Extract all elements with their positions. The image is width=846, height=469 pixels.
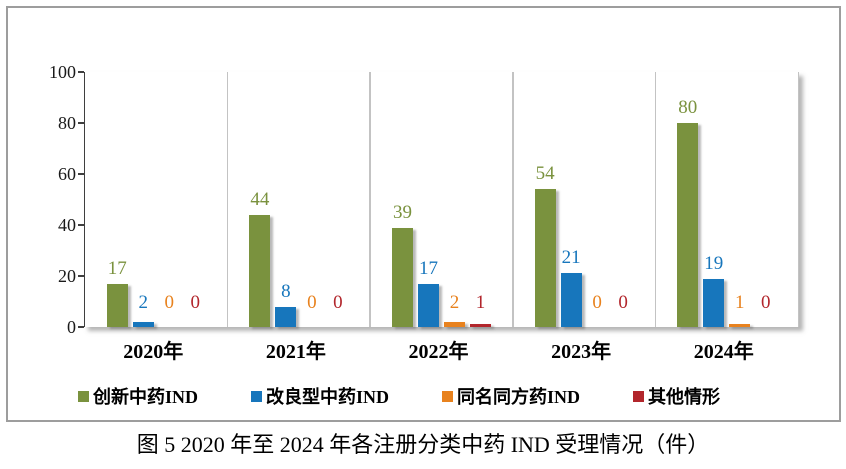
- x-axis-label: 2023年: [551, 341, 612, 363]
- x-axis-label: 2020年: [123, 341, 184, 363]
- bar-value-label: 17: [107, 257, 127, 279]
- y-axis-tick-label: 100: [49, 62, 76, 82]
- y-axis-tick-mark: [77, 173, 84, 175]
- bar: [703, 278, 725, 327]
- legend-label: 改良型中药IND: [266, 387, 390, 407]
- panel-separator-line: [512, 72, 514, 327]
- chart-frame: 0 20 40 60 80 100 17 2 0 0 44 8 0 0 39 17 2 1 54 21 0 0 80 19 1…: [6, 6, 841, 422]
- y-axis-tick-mark: [77, 275, 84, 277]
- bar: [417, 283, 439, 327]
- legend-swatch-icon: [78, 390, 89, 402]
- category-panel: 39 17 2 1: [370, 72, 513, 327]
- bar-value-label: 21: [561, 247, 581, 269]
- y-axis-tick-mark: [77, 326, 84, 328]
- y-axis-tick-mark: [77, 71, 84, 73]
- bar-value-label: 0: [164, 292, 175, 313]
- y-axis-tick-label: 40: [58, 215, 76, 235]
- panel-separator-line: [226, 72, 229, 327]
- y-axis-tick-label: 80: [58, 113, 76, 133]
- legend-item: 其他情形: [633, 383, 720, 409]
- y-axis-tick-label: 0: [67, 317, 76, 337]
- legend: 创新中药IND 改良型中药IND 同名同方药IND 其他情形: [78, 384, 720, 408]
- legend-item: 改良型中药IND: [251, 383, 389, 409]
- x-axis-label: 2022年: [408, 341, 469, 363]
- legend-swatch-icon: [633, 390, 644, 402]
- plot-area: 17 2 0 0 44 8 0 0 39 17 2 1 54 21 0 0 80 19 1 0: [77, 71, 799, 328]
- category-panel: 80 19 1 0: [655, 72, 798, 327]
- legend-swatch-icon: [442, 390, 453, 402]
- bar: [677, 123, 699, 327]
- legend-label: 同名同方药IND: [457, 387, 581, 407]
- y-axis-tick-mark: [77, 122, 84, 124]
- bar: [469, 324, 491, 327]
- y-axis-tick-label: 60: [58, 164, 76, 184]
- bar-value-label: 2: [138, 292, 149, 313]
- panel-separator-line: [654, 72, 657, 327]
- bar: [534, 189, 556, 327]
- y-axis-tick-mark: [77, 224, 84, 226]
- legend-swatch-icon: [251, 390, 262, 402]
- bar-value-label: 0: [618, 292, 628, 313]
- bar: [391, 227, 413, 327]
- bar: [275, 306, 297, 327]
- bar-value-label: 8: [281, 280, 291, 302]
- bar-value-label: 0: [333, 292, 343, 313]
- bar: [132, 321, 154, 327]
- legend-label: 其他情形: [648, 387, 720, 407]
- category-panel: 54 21 0 0: [513, 72, 656, 327]
- bar-value-label: 0: [307, 292, 317, 313]
- bar: [560, 273, 582, 327]
- x-axis-label: 2021年: [265, 341, 326, 363]
- bar: [106, 283, 128, 327]
- bar-value-label: 2: [449, 292, 460, 313]
- bar-value-label: 19: [704, 252, 724, 274]
- bar: [443, 321, 465, 327]
- category-panel: 44 8 0 0: [228, 72, 371, 327]
- figure-caption: 图 5 2020 年至 2024 年各注册分类中药 IND 受理情况（件）: [136, 432, 710, 457]
- bar-value-label: 44: [250, 188, 270, 210]
- bar: [729, 324, 751, 327]
- category-panel: 17 2 0 0: [85, 72, 228, 327]
- legend-item: 创新中药IND: [78, 383, 198, 409]
- legend-item: 同名同方药IND: [442, 383, 580, 409]
- bar: [249, 214, 271, 327]
- legend-label: 创新中药IND: [93, 387, 199, 407]
- bar-value-label: 80: [678, 97, 698, 118]
- bar-value-label: 1: [734, 292, 745, 313]
- bar-value-label: 17: [418, 257, 438, 279]
- bar-value-label: 0: [190, 292, 201, 313]
- y-axis-tick-label: 20: [58, 266, 76, 286]
- x-axis-label: 2024年: [693, 341, 754, 363]
- bar-value-label: 39: [392, 201, 412, 223]
- bar-value-label: 54: [535, 163, 555, 185]
- bar-value-label: 0: [592, 292, 602, 313]
- panel-separator-line: [369, 72, 371, 327]
- bar-value-label: 1: [475, 292, 486, 313]
- bar-value-label: 0: [760, 292, 771, 313]
